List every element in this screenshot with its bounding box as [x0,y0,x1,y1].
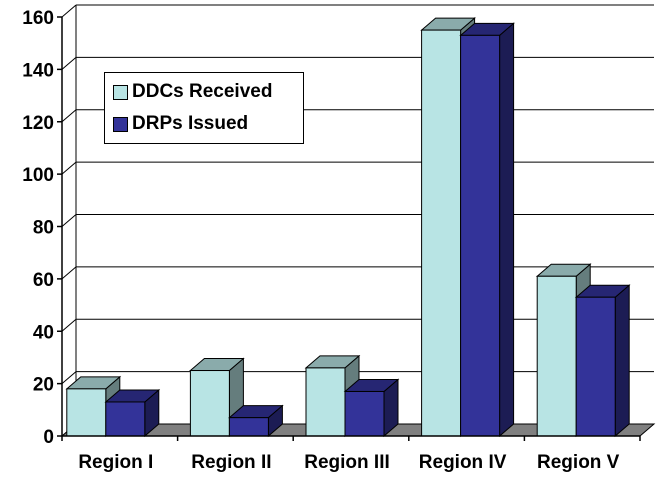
grid-diagonal [61,371,77,385]
axes [57,16,641,441]
y-tick-label: 140 [22,60,54,81]
bar-drps-region-iii [343,378,400,438]
grid-diagonal [61,56,77,70]
legend-item-ddcs: DDCs Received [113,81,272,103]
grid-diagonal [61,161,77,175]
grid-diagonal [61,4,77,18]
y-tick-label: 20 [33,375,54,396]
bar-drps-region-ii [228,404,284,438]
x-tick-label: Region IV [419,452,507,473]
bars [65,17,631,438]
bar-side [614,284,630,438]
bar-drps-region-v [574,284,631,438]
x-tick-labels: Region I Region II Region III Region IV Regi… [78,452,619,473]
y-tick-label: 160 [22,8,54,29]
bar-front [536,275,577,437]
x-tick-label: Region I [78,452,153,473]
y-tick-labels: 0 20 40 60 80 100 120 140 160 [22,8,54,448]
bar-side [499,22,515,438]
bar-front [66,388,107,437]
grid-diagonal [61,214,77,227]
y-tick-label: 80 [33,218,54,239]
legend: DDCs Received DRPs Issued [104,72,304,144]
bar-front [460,34,501,437]
bar-front [228,417,269,437]
grid-diagonal [61,109,77,123]
x-tick-label: Region II [191,452,271,473]
bar-front [189,370,230,437]
grid-diagonal [61,318,77,332]
y-tick-label: 100 [22,165,54,186]
bar-front [575,296,616,437]
x-tick-label: Region V [537,452,620,473]
legend-label-drps: DRPs Issued [132,113,249,134]
bar-drps-region-iv [459,22,515,438]
bar-front [105,401,146,437]
y-tick-label: 60 [33,270,54,291]
bar-drps-region-i [104,388,161,438]
y-tick-label: 120 [22,113,54,134]
y-tick-label: 40 [33,322,54,343]
legend-swatch-drps [113,116,128,132]
y-tick-label: 0 [43,427,54,448]
legend-swatch-ddcs [113,84,128,100]
legend-label-ddcs: DDCs Received [132,81,273,102]
legend-item-drps: DRPs Issued [113,113,248,135]
bar-front [305,367,346,437]
grid-diagonal [61,266,77,280]
bar-front [344,390,385,437]
gridlines [61,4,654,437]
x-tick-label: Region III [304,452,390,473]
bar-front [421,29,462,437]
